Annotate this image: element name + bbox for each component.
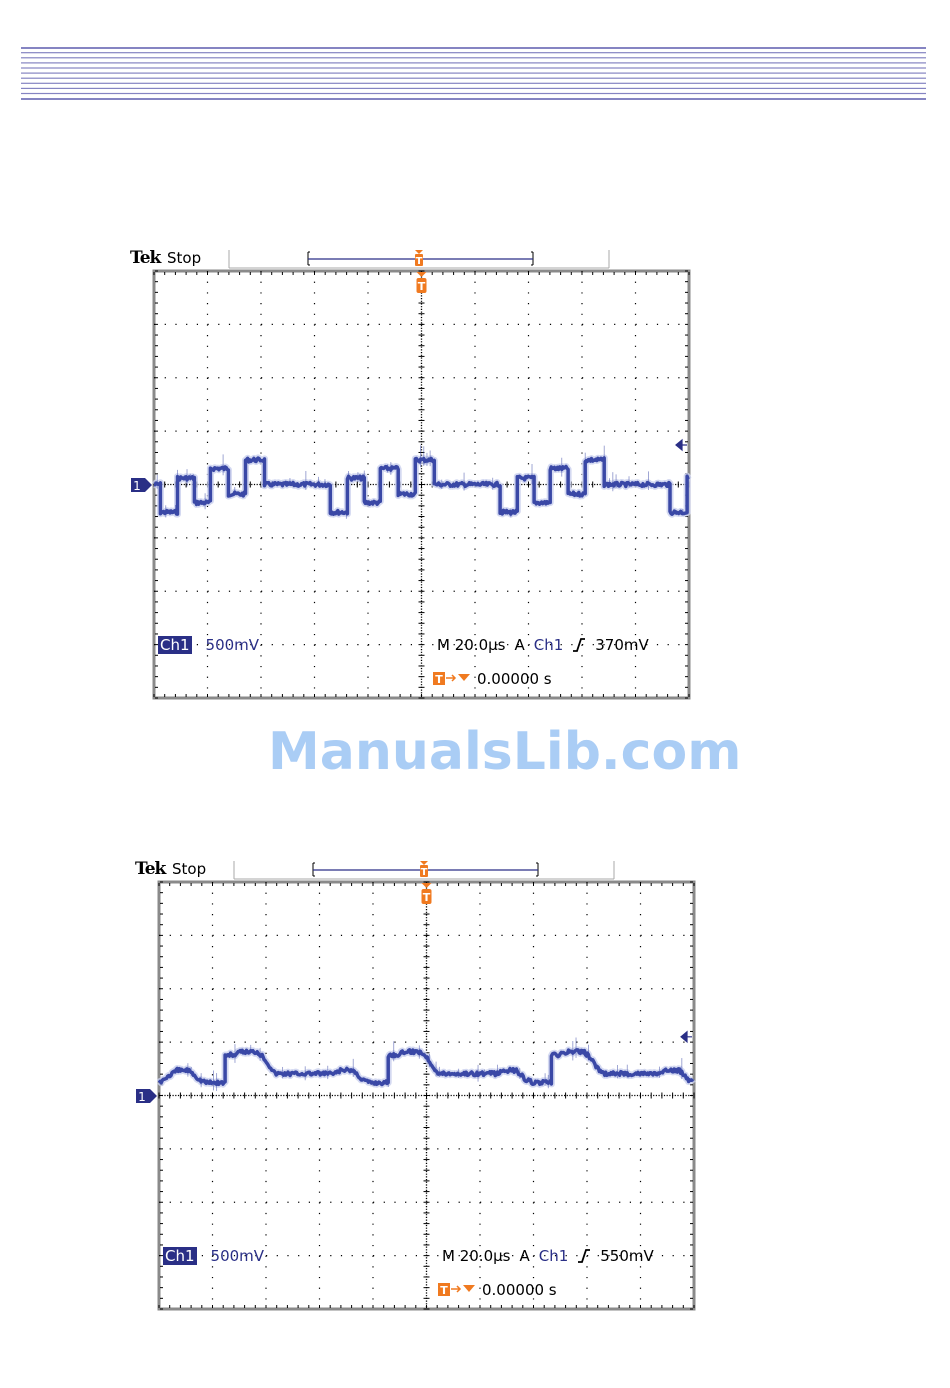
brand-logo: Tek (135, 859, 166, 879)
channel-1-badge[interactable]: Ch1 (163, 1247, 197, 1265)
channel-readout: Ch1 500mV (158, 636, 259, 654)
header-rule (21, 92, 926, 95)
brand-logo: Tek (130, 248, 161, 268)
trigger-offset-readout: T 0.00000 s (438, 1281, 557, 1299)
record-length-bar: T (228, 250, 610, 269)
header-rule (21, 47, 926, 49)
channel-readout: Ch1 500mV (163, 1247, 264, 1265)
trigger-mode: A (519, 1247, 530, 1265)
rising-edge-icon (573, 638, 586, 652)
trigger-offset-icon: T (438, 1283, 475, 1297)
acquisition-state: Stop (172, 860, 207, 878)
trigger-position-readout: 0.00000 s (482, 1281, 557, 1299)
channel-1-ground-marker[interactable]: 1 (130, 477, 156, 495)
channel-1-ground-marker[interactable]: 1 (135, 1088, 161, 1106)
timebase-trigger-readout: M 20.0µs A Ch1 550mV (442, 1247, 654, 1265)
record-length-bar: T (233, 861, 615, 880)
header-rule (21, 57, 926, 59)
oscilloscope-screenshot-1: Tek Stop T T Ch1 500mV M 20.0µs A Ch1 37… (130, 245, 730, 715)
trigger-mode: A (514, 636, 525, 654)
header-rule (21, 98, 926, 100)
svg-text:T: T (416, 256, 423, 267)
trigger-marker-icon: T (421, 883, 432, 904)
svg-text:T: T (418, 280, 426, 293)
channel-1-waveform (153, 456, 690, 516)
header-rule (21, 67, 926, 69)
header-rule (21, 62, 926, 64)
trigger-offset-icon: T (433, 672, 470, 686)
header-rule (21, 77, 926, 79)
acquisition-state: Stop (167, 249, 202, 267)
graticule: T (152, 269, 692, 700)
svg-text:1: 1 (133, 479, 141, 493)
rising-edge-icon (578, 1249, 591, 1263)
trigger-level: 550mV (600, 1247, 654, 1265)
trigger-position-readout: 0.00000 s (477, 670, 552, 688)
trigger-level: 370mV (595, 636, 649, 654)
header-rule (21, 82, 926, 84)
timebase: M 20.0µs (437, 636, 506, 654)
trigger-position-marker-icon: T (420, 861, 428, 878)
trigger-source: Ch1 (538, 1247, 569, 1265)
volts-per-div: 500mV (205, 636, 260, 654)
graticule: T (157, 880, 696, 1311)
header-rule (21, 87, 926, 89)
watermark: ManualsLib.com (268, 722, 742, 782)
svg-text:T: T (421, 867, 428, 878)
channel-1-waveform (157, 1048, 695, 1087)
timebase-trigger-readout: M 20.0µs A Ch1 370mV (437, 636, 649, 654)
trigger-position-marker-icon: T (415, 250, 423, 267)
header-rule (21, 52, 926, 54)
trigger-level-marker-icon (675, 438, 687, 452)
oscilloscope-screenshot-2: Tek Stop T T Ch1 500mV M 20.0µs A Ch1 55… (135, 856, 735, 1326)
trigger-offset-readout: T 0.00000 s (433, 670, 552, 688)
channel-1-badge[interactable]: Ch1 (158, 636, 192, 654)
timebase: M 20.0µs (442, 1247, 511, 1265)
svg-text:T: T (423, 891, 431, 904)
trigger-level-marker-icon (680, 1030, 692, 1044)
trigger-source: Ch1 (533, 636, 564, 654)
volts-per-div: 500mV (210, 1247, 265, 1265)
header-rule (21, 72, 926, 74)
trigger-marker-icon: T (416, 272, 427, 293)
svg-text:T: T (435, 673, 443, 686)
svg-text:T: T (440, 1284, 448, 1297)
header-rules (21, 47, 926, 100)
svg-text:1: 1 (138, 1090, 146, 1104)
